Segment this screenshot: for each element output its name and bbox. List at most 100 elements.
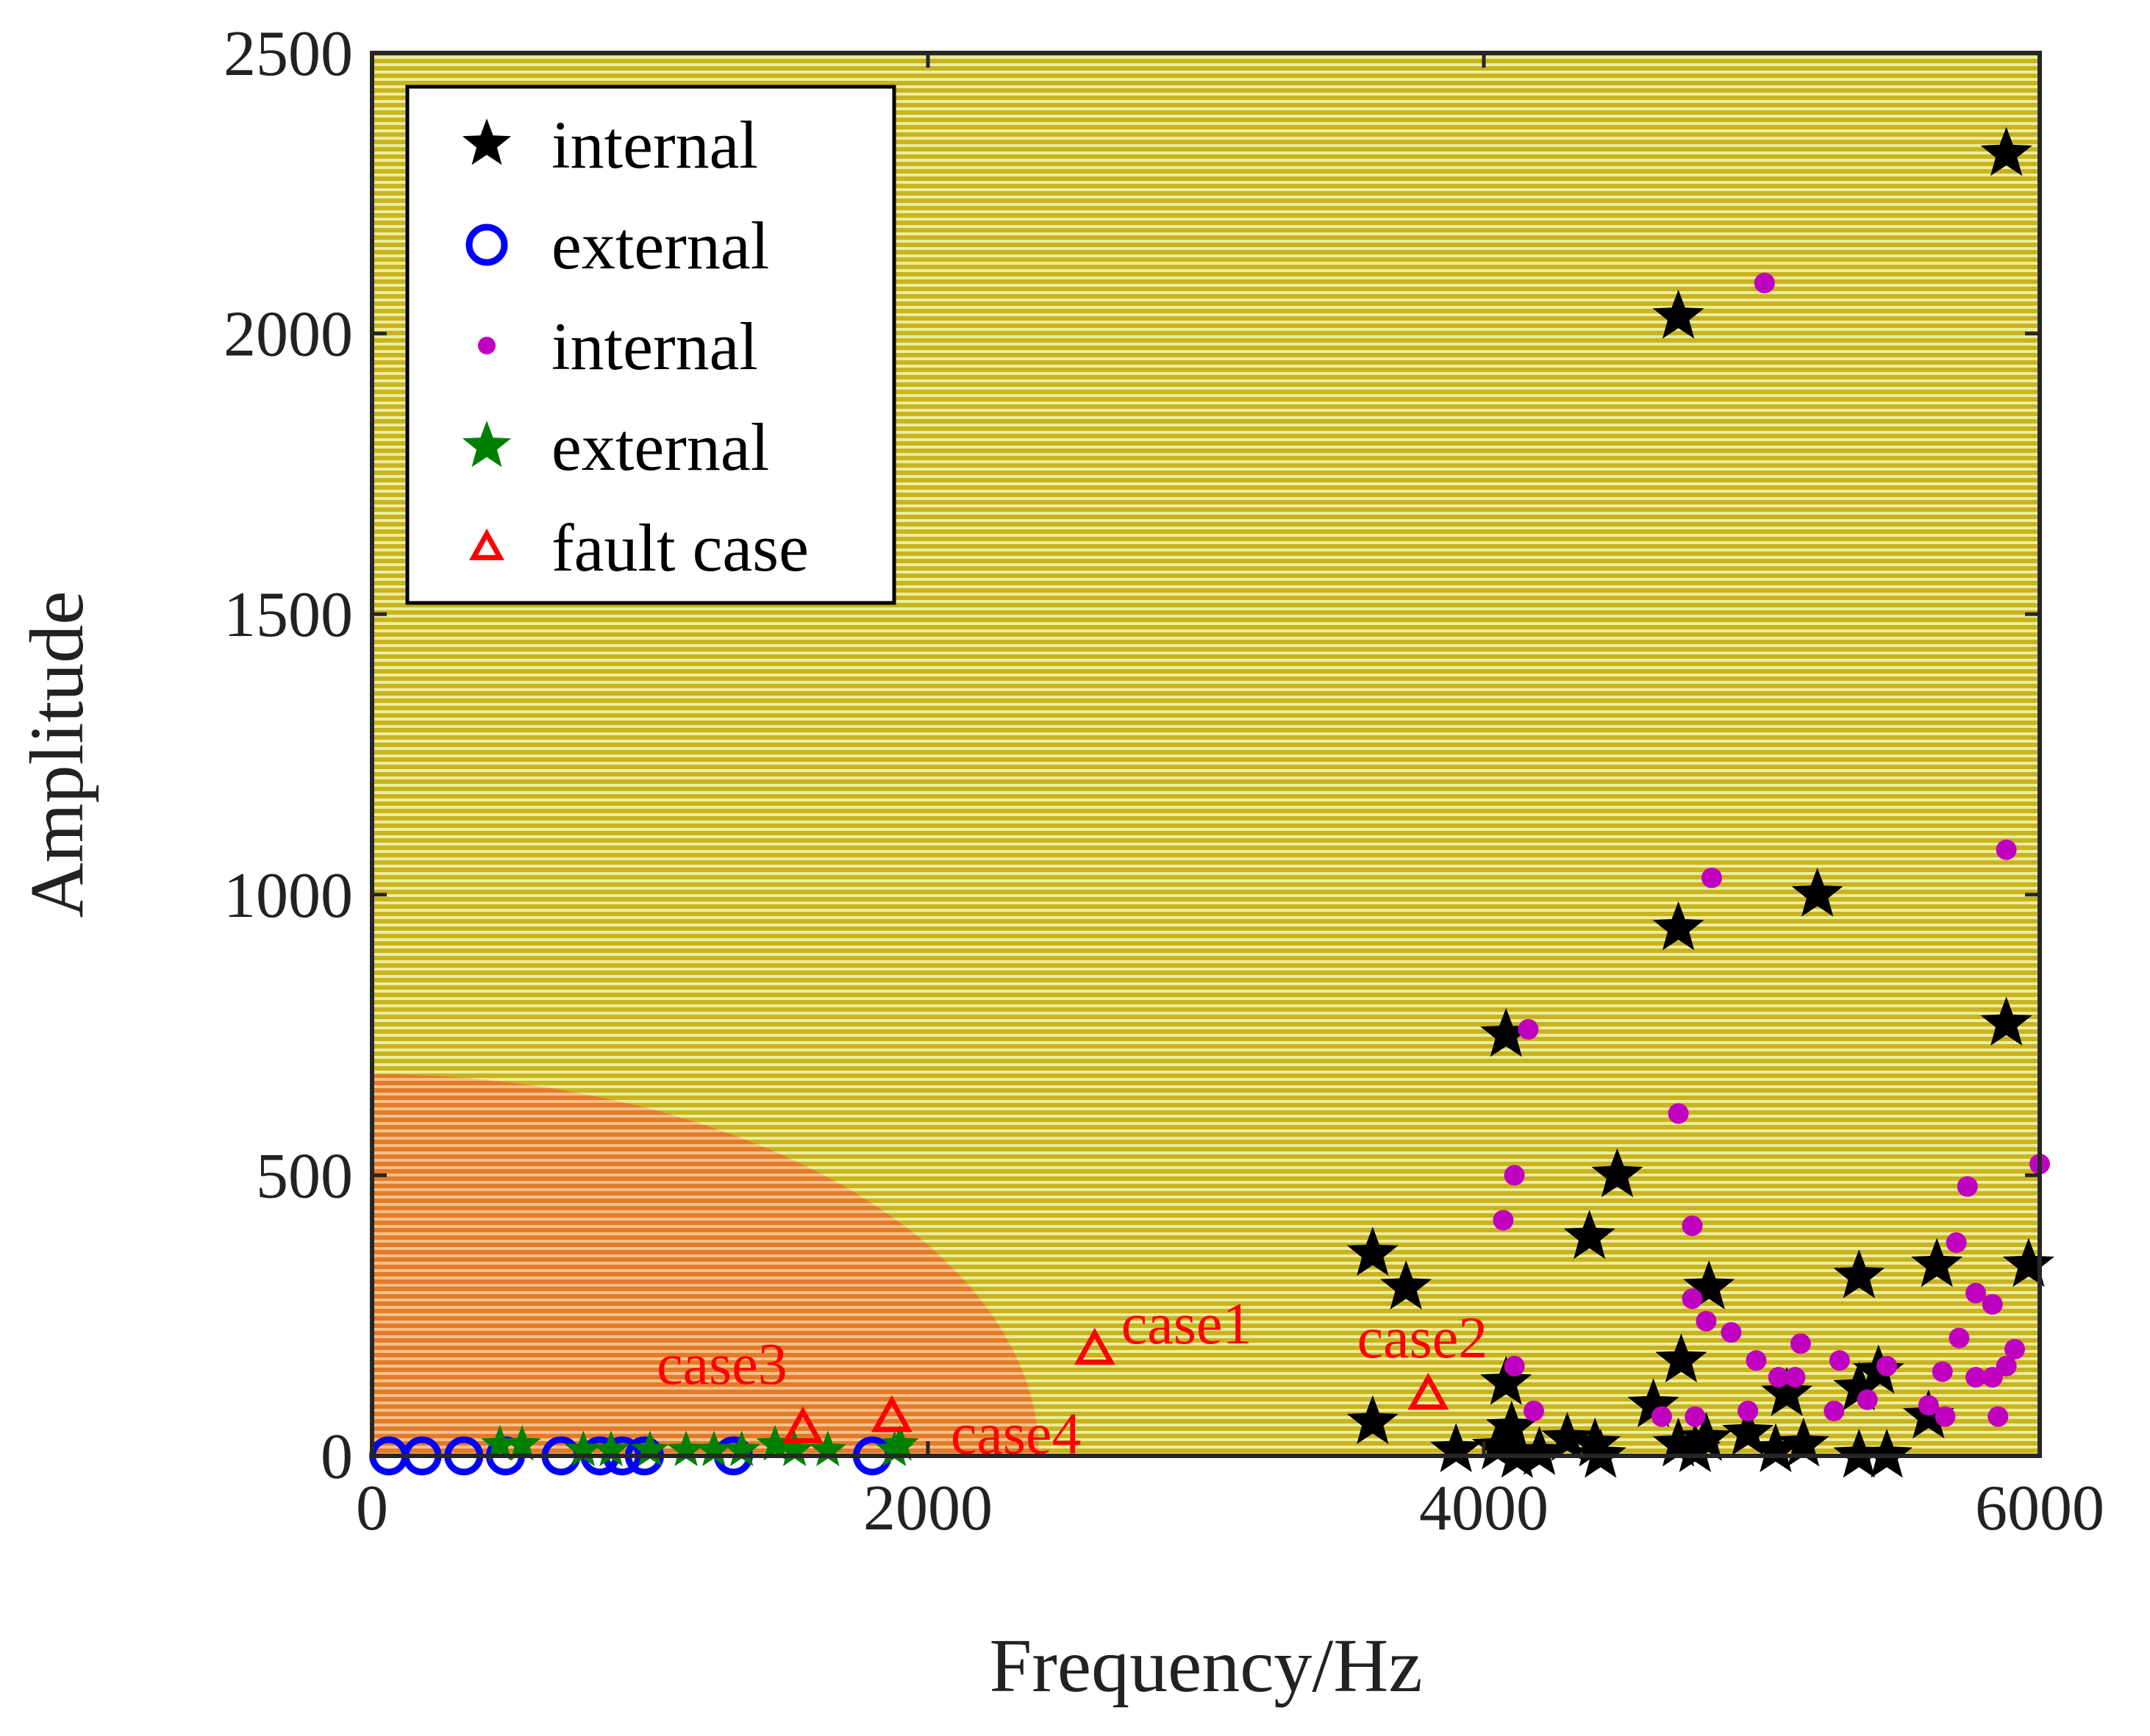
point-internal bbox=[1754, 272, 1775, 293]
point-external bbox=[503, 1424, 541, 1461]
legend-label: fault case bbox=[551, 510, 809, 585]
point-internal bbox=[1493, 1210, 1514, 1231]
point-internal bbox=[1965, 1282, 1987, 1304]
x-tick-label: 0 bbox=[356, 1473, 388, 1544]
point-internal bbox=[1996, 839, 2017, 860]
legend-marker-circle bbox=[465, 224, 508, 266]
point-internal bbox=[1746, 1350, 1767, 1371]
legend-label: internal bbox=[551, 309, 758, 384]
point-internal bbox=[1833, 1249, 1885, 1299]
annotation-case4: case4 bbox=[951, 1402, 1082, 1467]
annotation-case1: case1 bbox=[1121, 1292, 1252, 1357]
point-internal bbox=[1480, 1355, 1532, 1405]
external-region bbox=[372, 1074, 1040, 1456]
point-internal bbox=[1504, 1165, 1525, 1186]
legend-marker-star bbox=[462, 421, 512, 468]
legend-label: internal bbox=[551, 107, 758, 182]
point-internal bbox=[1518, 1018, 1539, 1040]
y-tick-label: 0 bbox=[321, 1421, 353, 1493]
point-internal bbox=[1668, 1103, 1689, 1124]
point-internal bbox=[1652, 289, 1704, 339]
point-internal bbox=[1760, 1367, 1813, 1416]
point-internal bbox=[1911, 1237, 1963, 1287]
point-internal bbox=[1861, 1429, 1913, 1478]
point-internal bbox=[1935, 1406, 1956, 1427]
point-internal bbox=[1768, 1367, 1789, 1388]
point-internal bbox=[1669, 1423, 1721, 1473]
point-internal bbox=[1957, 1176, 1978, 1197]
y-tick-label: 1500 bbox=[224, 579, 353, 651]
point-internal bbox=[1791, 867, 1843, 917]
point-internal bbox=[1574, 1429, 1626, 1478]
y-tick-label: 500 bbox=[256, 1140, 353, 1212]
point-internal bbox=[1829, 1350, 1850, 1371]
legend-marker-triangle bbox=[469, 528, 504, 560]
point-internal bbox=[1655, 1333, 1707, 1383]
point-internal bbox=[1876, 1355, 1898, 1376]
point-internal bbox=[1591, 1148, 1643, 1198]
point-fault-case bbox=[1074, 1327, 1115, 1365]
plot-frame bbox=[370, 51, 2042, 1458]
point-internal bbox=[1491, 1429, 1543, 1478]
point-internal bbox=[1701, 867, 1722, 888]
series-2-internal bbox=[1493, 272, 2050, 1427]
case-annotations: case1 case2 case3 case4 bbox=[657, 1292, 1488, 1467]
point-internal bbox=[1857, 1389, 1878, 1410]
point-internal bbox=[2004, 1338, 2025, 1360]
point-internal bbox=[1652, 901, 1704, 951]
point-internal bbox=[1722, 1406, 1774, 1456]
point-internal bbox=[1696, 1310, 1717, 1332]
annotation-case3: case3 bbox=[657, 1332, 788, 1397]
y-axis-label: Amplitude bbox=[15, 591, 99, 918]
legend-marker-star bbox=[462, 118, 512, 165]
point-internal bbox=[1988, 1406, 2009, 1427]
point-external bbox=[881, 1424, 919, 1461]
point-internal bbox=[1651, 1406, 1672, 1427]
point-internal bbox=[2002, 1237, 2054, 1287]
point-fault-case bbox=[782, 1406, 824, 1443]
point-internal bbox=[1982, 1293, 2003, 1315]
point-internal bbox=[1946, 1232, 1967, 1253]
legend-label: external bbox=[551, 410, 769, 485]
point-internal bbox=[1996, 1355, 2017, 1376]
point-internal bbox=[1980, 996, 2032, 1046]
legend-label: external bbox=[551, 208, 769, 283]
series-4-fault-case bbox=[782, 1327, 1449, 1443]
point-internal bbox=[1965, 1367, 1987, 1388]
point-internal bbox=[1683, 1260, 1735, 1310]
x-tick-label: 4000 bbox=[1419, 1473, 1549, 1544]
legend: internal external internal external fault ca… bbox=[405, 85, 896, 605]
point-internal bbox=[1380, 1260, 1432, 1310]
point-internal bbox=[1685, 1406, 1706, 1427]
point-internal bbox=[1563, 1210, 1615, 1260]
point-internal bbox=[1982, 1367, 2003, 1388]
point-internal bbox=[1932, 1361, 1953, 1382]
annotation-case2: case2 bbox=[1357, 1306, 1488, 1371]
point-internal bbox=[1785, 1367, 1806, 1388]
point-internal bbox=[1430, 1423, 1482, 1473]
x-tick-label: 2000 bbox=[863, 1473, 993, 1544]
point-internal bbox=[1980, 126, 2032, 176]
point-internal bbox=[1346, 1226, 1399, 1276]
y-tick-label: 2000 bbox=[224, 299, 353, 371]
x-axis-label: Frequency/Hz bbox=[989, 1624, 1422, 1708]
y-tick-label: 1000 bbox=[224, 860, 353, 932]
y-tick-label: 2500 bbox=[224, 18, 353, 90]
x-tick-label: 6000 bbox=[1975, 1473, 2104, 1544]
point-internal bbox=[1918, 1395, 1939, 1416]
point-fault-case bbox=[871, 1395, 913, 1432]
axes: 0 2000 4000 6000 0 500 1000 1500 2000 2500 bbox=[224, 18, 2104, 1544]
point-internal bbox=[1524, 1400, 1545, 1421]
point-internal bbox=[1541, 1412, 1593, 1461]
point-fault-case bbox=[1407, 1372, 1449, 1410]
point-internal bbox=[1949, 1327, 1970, 1349]
point-internal bbox=[1824, 1400, 1845, 1421]
point-internal bbox=[1738, 1400, 1759, 1421]
point-internal bbox=[1682, 1215, 1703, 1237]
point-internal bbox=[1790, 1333, 1811, 1354]
point-internal bbox=[1721, 1322, 1742, 1343]
legend-marker-dot bbox=[478, 337, 496, 354]
point-internal bbox=[1504, 1355, 1525, 1376]
point-internal bbox=[1346, 1395, 1399, 1445]
